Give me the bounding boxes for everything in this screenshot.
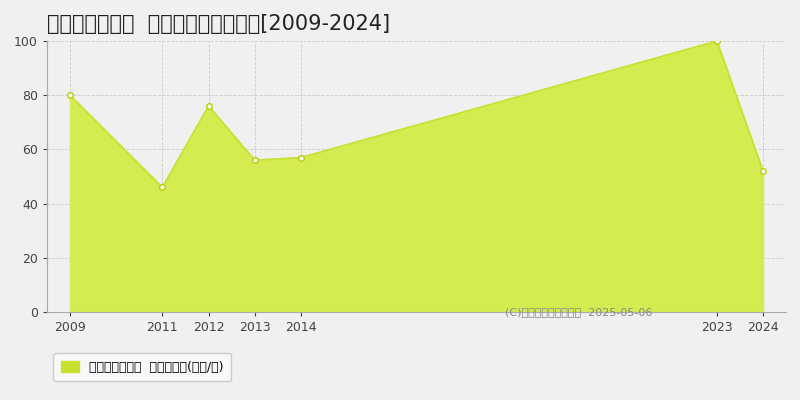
Text: 尾張旭市白鳳町  マンション価格推移[2009-2024]: 尾張旭市白鳳町 マンション価格推移[2009-2024] <box>46 14 390 34</box>
Legend: マンション価格  平均坪単価(万円/坪): マンション価格 平均坪単価(万円/坪) <box>53 354 231 382</box>
Text: (C)土地価格ドットコム  2025-05-06: (C)土地価格ドットコム 2025-05-06 <box>505 308 653 318</box>
